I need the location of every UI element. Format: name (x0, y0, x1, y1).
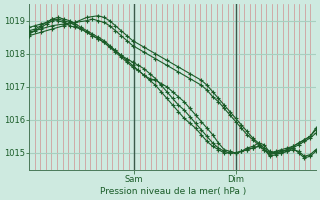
X-axis label: Pression niveau de la mer( hPa ): Pression niveau de la mer( hPa ) (100, 187, 246, 196)
